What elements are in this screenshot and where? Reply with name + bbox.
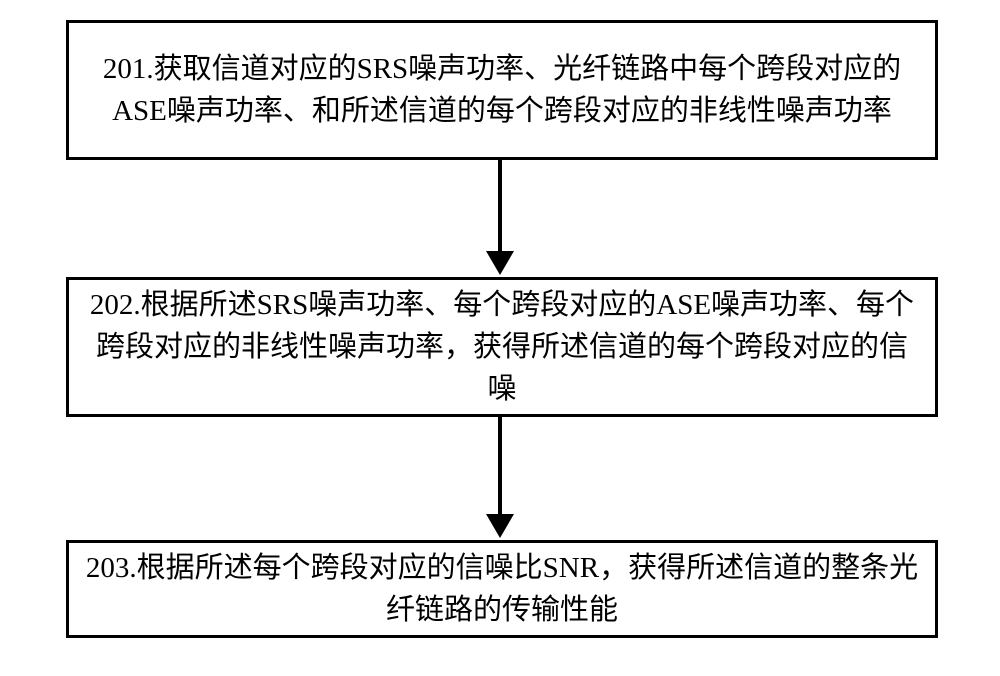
flowchart-node-203-text: 203.根据所述每个跨段对应的信噪比SNR，获得所述信道的整条光纤链路的传输性能: [85, 547, 919, 631]
flowchart-node-202: 202.根据所述SRS噪声功率、每个跨段对应的ASE噪声功率、每个跨段对应的非线…: [66, 277, 938, 417]
flowchart-node-201: 201.获取信道对应的SRS噪声功率、光纤链路中每个跨段对应的ASE噪声功率、和…: [66, 20, 938, 160]
flowchart-node-203: 203.根据所述每个跨段对应的信噪比SNR，获得所述信道的整条光纤链路的传输性能: [66, 540, 938, 638]
flowchart-arrow-2-head: [486, 514, 514, 538]
flowchart-arrow-1-line: [498, 160, 502, 253]
flowchart-arrow-2-line: [498, 417, 502, 516]
flowchart-arrow-1-head: [486, 251, 514, 275]
flowchart-node-201-text: 201.获取信道对应的SRS噪声功率、光纤链路中每个跨段对应的ASE噪声功率、和…: [85, 48, 919, 132]
flowchart-container: 201.获取信道对应的SRS噪声功率、光纤链路中每个跨段对应的ASE噪声功率、和…: [0, 0, 1000, 676]
flowchart-node-202-text: 202.根据所述SRS噪声功率、每个跨段对应的ASE噪声功率、每个跨段对应的非线…: [85, 284, 919, 410]
